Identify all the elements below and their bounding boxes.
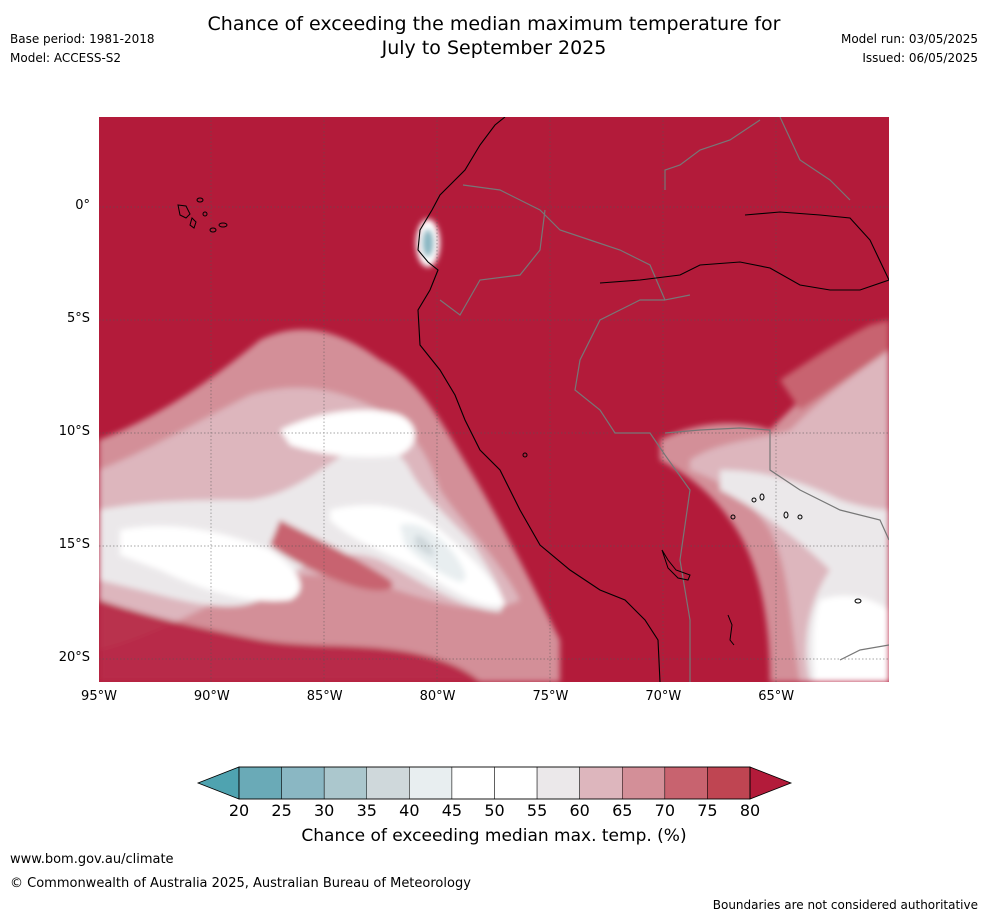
colorbar-tick-label: 55: [526, 801, 548, 820]
colorbar-tick-label: 25: [271, 801, 292, 820]
copyright-text: © Commonwealth of Australia 2025, Austra…: [10, 876, 471, 891]
colorbar-over-arrow: [749, 766, 793, 800]
issued-date: Issued: 06/05/2025: [862, 51, 978, 65]
colorbar-tick-label: 35: [356, 801, 377, 820]
colorbar-bin: [238, 766, 282, 800]
colorbar-bin: [281, 766, 325, 800]
lat-label: 10°S: [58, 424, 90, 440]
colorbar-tick-label: 60: [569, 801, 590, 820]
colorbar-bin: [366, 766, 410, 800]
islands: [177, 197, 862, 646]
colorbar-tick-label: 80: [739, 801, 761, 820]
lon-label: 70°W: [645, 689, 682, 704]
contour-75-band: [270, 520, 393, 591]
colorbar-tick-label: 50: [484, 801, 505, 820]
gridlines: [99, 117, 889, 682]
lon-label: 85°W: [306, 689, 343, 704]
title-line-2: July to September 2025: [381, 37, 607, 59]
lon-label: 65°W: [758, 689, 795, 704]
bom-link[interactable]: www.bom.gov.au/climate: [10, 852, 174, 867]
country-borders: [439, 117, 889, 682]
lon-label: 80°W: [419, 689, 456, 704]
lat-label: 15°S: [58, 537, 90, 553]
colorbar-bins: [238, 766, 751, 800]
lat-label: 20°S: [58, 650, 90, 666]
lon-label: 90°W: [193, 689, 230, 704]
colorbar-bin: [451, 766, 495, 800]
colorbar-bin: [622, 766, 666, 800]
probability-map: [99, 117, 889, 682]
model-run-date: Model run: 03/05/2025: [840, 32, 978, 46]
colorbar-bin: [494, 766, 538, 800]
lon-label: 75°W: [532, 689, 569, 704]
colorbar-tick-label: 20: [228, 801, 250, 820]
colorbar: [196, 766, 793, 800]
contour-50-east: [813, 595, 889, 682]
contour-40-central: [415, 535, 435, 556]
disclaimer-text: Boundaries are not considered authoritat…: [712, 898, 978, 912]
colorbar-bin: [707, 766, 751, 800]
title-line-1: Chance of exceeding the median maximum t…: [207, 13, 781, 35]
colorbar-tick-label: 40: [399, 801, 420, 820]
lat-label: 5°S: [66, 311, 90, 327]
colorbar-under-arrow: [196, 766, 240, 800]
chart-title: Chance of exceeding the median maximum t…: [0, 12, 988, 60]
coastline: [417, 117, 889, 682]
contour-coastal-cool-core: [422, 229, 434, 257]
colorbar-frame: [238, 766, 751, 800]
base-period: Base period: 1981-2018: [10, 32, 155, 46]
colorbar-tick-label: 30: [313, 801, 335, 820]
colorbar-bin: [664, 766, 708, 800]
colorbar-tick-label: 65: [612, 801, 633, 820]
run-info: Model run: 03/05/2025 Issued: 06/05/2025: [841, 30, 978, 68]
colorbar-title: Chance of exceeding median max. temp. (%…: [301, 826, 687, 846]
contour-75-east: [780, 320, 889, 410]
contour-50-north: [280, 410, 415, 457]
colorbar-bin: [409, 766, 453, 800]
colorbar-bin: [579, 766, 623, 800]
colorbar-bin: [536, 766, 580, 800]
lon-label: 95°W: [81, 689, 117, 704]
model-name: Model: ACCESS-S2: [10, 51, 122, 65]
lat-label: 0°: [75, 198, 90, 214]
model-info: Base period: 1981-2018 Model: ACCESS-S2: [10, 30, 155, 68]
contour-50-west: [120, 526, 301, 601]
colorbar-tick-label: 45: [441, 801, 463, 820]
probability-contours: [99, 219, 889, 682]
contour-75-south: [99, 600, 480, 682]
colorbar-tick-label: 75: [697, 801, 718, 820]
colorbar-tick-label: 70: [654, 801, 675, 820]
colorbar-bin: [323, 766, 367, 800]
